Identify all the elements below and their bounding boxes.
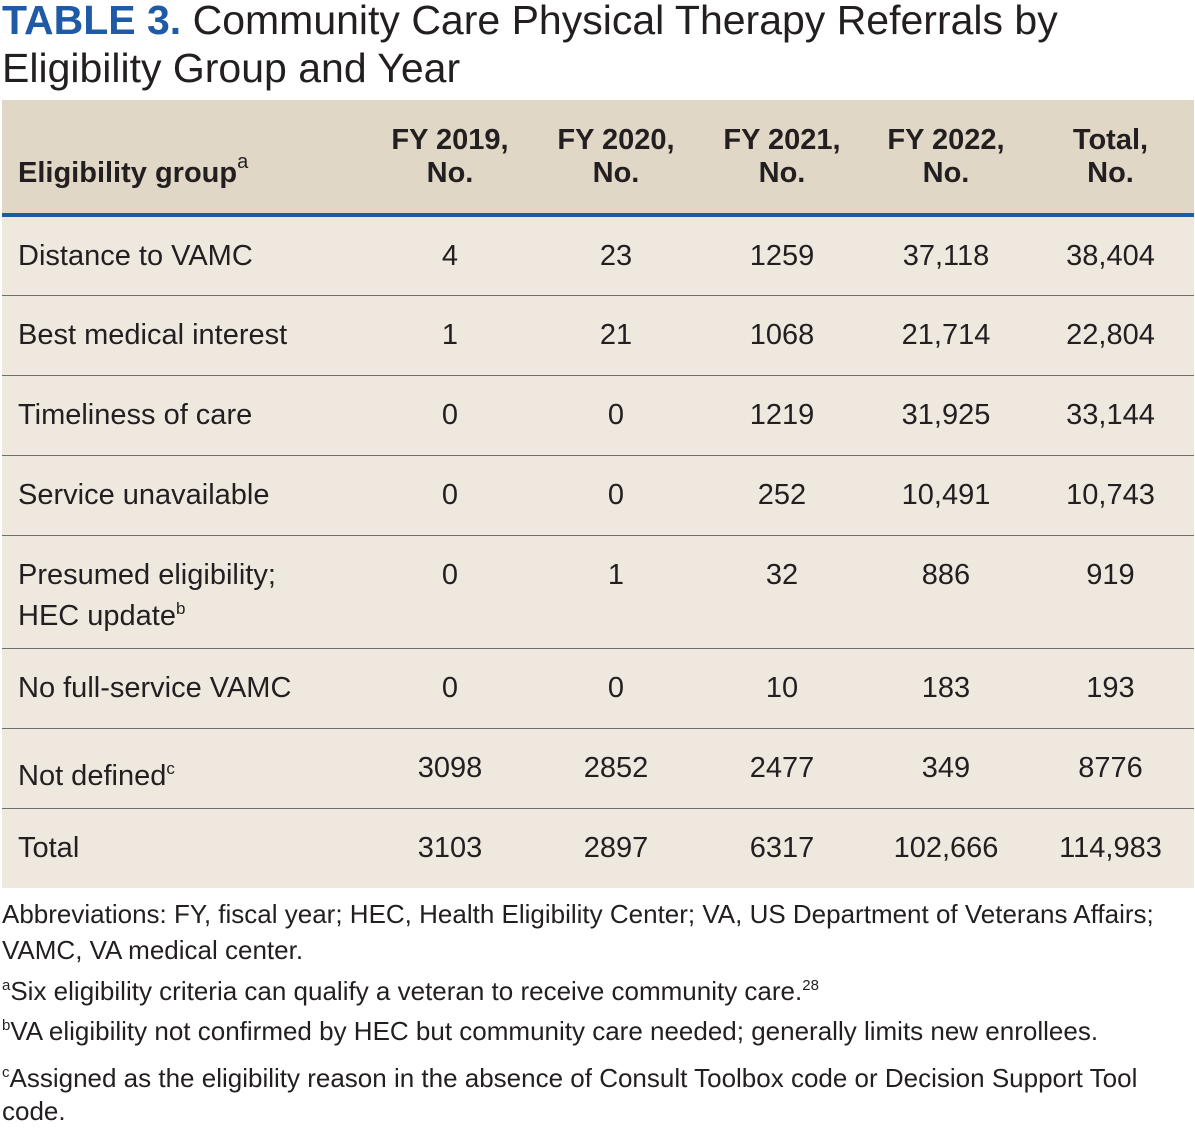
row-label: Distance to VAMC (2, 215, 367, 296)
footnote-c: cAssigned as the eligibility reason in t… (2, 1056, 1194, 1128)
column-header-line2: No. (758, 157, 806, 189)
table-cell: 919 (1027, 535, 1194, 649)
row-label-text: Not defined (18, 759, 167, 792)
table-cell: 0 (367, 535, 533, 649)
table-cell: 4 (367, 215, 533, 296)
table-title: TABLE 3. Community Care Physical Therapy… (2, 0, 1192, 92)
table-cell: 349 (865, 728, 1027, 809)
referrals-table: Eligibility groupa FY 2019, No. FY 2020, N… (2, 100, 1194, 888)
column-header-line1: FY 2020, (557, 124, 675, 156)
row-label-line2: HEC update (18, 599, 176, 632)
table-row: Best medical interest 1 21 1068 21,714 2… (2, 295, 1194, 376)
table-cell: 252 (699, 455, 865, 536)
table-cell: 886 (865, 535, 1027, 649)
table-cell: 31,925 (865, 375, 1027, 456)
column-header-line1: FY 2021, (723, 124, 841, 156)
table-cell: 2852 (533, 728, 699, 809)
table-cell: 0 (367, 455, 533, 536)
table-cell: 10 (699, 648, 865, 729)
footnote-marker: b (176, 598, 186, 618)
table-cell: 0 (533, 375, 699, 456)
footnote-text: Assigned as the eligibility reason in th… (2, 1063, 1138, 1126)
table-cell: 3098 (367, 728, 533, 809)
reference-number: 28 (802, 977, 819, 994)
column-header-label: Eligibility group (18, 157, 238, 189)
table-row: Service unavailable 0 0 252 10,491 10,74… (2, 455, 1194, 536)
footnote-marker: c (166, 758, 175, 778)
column-header-line2: No. (922, 157, 970, 189)
row-label: Not definedc (2, 728, 367, 809)
table-cell: 22,804 (1027, 295, 1194, 376)
table-row: No full-service VAMC 0 0 10 183 193 (2, 648, 1194, 729)
row-label: No full-service VAMC (2, 648, 367, 729)
table-cell: 1259 (699, 215, 865, 296)
table-label: TABLE 3. (2, 0, 182, 43)
table-cell: 1 (367, 295, 533, 376)
abbreviations-note: Abbreviations: FY, fiscal year; HEC, Hea… (2, 899, 1154, 965)
table-title-text: Community Care Physical Therapy Referral… (2, 0, 1058, 91)
footnote-marker: a (2, 977, 11, 994)
table-cell: 10,743 (1027, 455, 1194, 536)
table-cell: 0 (533, 648, 699, 729)
row-label: Timeliness of care (2, 375, 367, 456)
table-cell: 1 (533, 535, 699, 649)
column-header-line1: Total, (1072, 124, 1149, 156)
footnote-a: aSix eligibility criteria can qualify a … (2, 968, 1194, 1009)
table-cell: 23 (533, 215, 699, 296)
footnote-marker: a (237, 151, 249, 173)
table-row: Timeliness of care 0 0 1219 31,925 33,14… (2, 375, 1194, 456)
column-header-line2: No. (1087, 157, 1134, 189)
footnote-marker: b (2, 1017, 11, 1034)
column-header-total: Total, No. (1027, 100, 1194, 217)
row-label: Best medical interest (2, 295, 367, 376)
row-label: Service unavailable (2, 455, 367, 536)
column-header-line2: No. (426, 157, 474, 189)
table-cell: 10,491 (865, 455, 1027, 536)
footnote-text: VA eligibility not confirmed by HEC but … (10, 1016, 1099, 1046)
table-cell: 37,118 (865, 215, 1027, 296)
column-header-fy2019: FY 2019, No. (367, 100, 533, 217)
footnotes: Abbreviations: FY, fiscal year; HEC, Hea… (2, 896, 1194, 1128)
table-cell: 1068 (699, 295, 865, 376)
table-cell: 114,983 (1059, 831, 1162, 864)
table-cell: 2897 (583, 831, 649, 864)
table-cell: 3103 (417, 831, 483, 864)
row-label: Total (18, 831, 80, 864)
table-cell: 102,666 (893, 831, 999, 864)
table-cell: 38,404 (1027, 215, 1194, 296)
table-cell: 193 (1027, 648, 1194, 729)
table-row: Not definedc 3098 2852 2477 349 8776 (2, 728, 1194, 809)
table-cell: 0 (533, 455, 699, 536)
table-cell: 21,714 (865, 295, 1027, 376)
header-row: Eligibility groupa FY 2019, No. FY 2020, N… (2, 100, 1194, 217)
table-cell: 21 (533, 295, 699, 376)
column-header-fy2020: FY 2020, No. (533, 100, 699, 217)
table-cell: 1219 (699, 375, 865, 456)
footnote-text: Six eligibility criteria can qualify a v… (10, 976, 803, 1006)
column-header-line1: FY 2022, (887, 124, 1005, 156)
row-label-line1: Presumed eligibility; (18, 558, 276, 591)
footnote-b: bVA eligibility not confirmed by HEC but… (2, 1009, 1194, 1048)
footnote-marker: c (2, 1064, 10, 1081)
table-row: Presumed eligibility; HEC updateb 0 1 32 … (2, 535, 1194, 649)
column-header-fy2021: FY 2021, No. (699, 100, 865, 217)
table-cell: 2477 (699, 728, 865, 809)
column-header-line1: FY 2019, (391, 124, 509, 156)
column-header-eligibility-group: Eligibility groupa (2, 100, 367, 217)
column-header-line2: No. (592, 157, 640, 189)
table-cell: 8776 (1027, 728, 1194, 809)
table-cell: 0 (367, 375, 533, 456)
table-cell: 6317 (749, 831, 815, 864)
table-cell: 32 (699, 535, 865, 649)
total-row: Total 3103 2897 6317 102,666 114,983 (2, 808, 1194, 888)
table-row: Distance to VAMC 4 23 1259 37,118 38,404 (2, 215, 1194, 296)
table-cell: 0 (367, 648, 533, 729)
column-header-fy2022: FY 2022, No. (865, 100, 1027, 217)
row-label: Presumed eligibility; HEC updateb (2, 535, 367, 649)
table-cell: 183 (865, 648, 1027, 729)
table-cell: 33,144 (1027, 375, 1194, 456)
